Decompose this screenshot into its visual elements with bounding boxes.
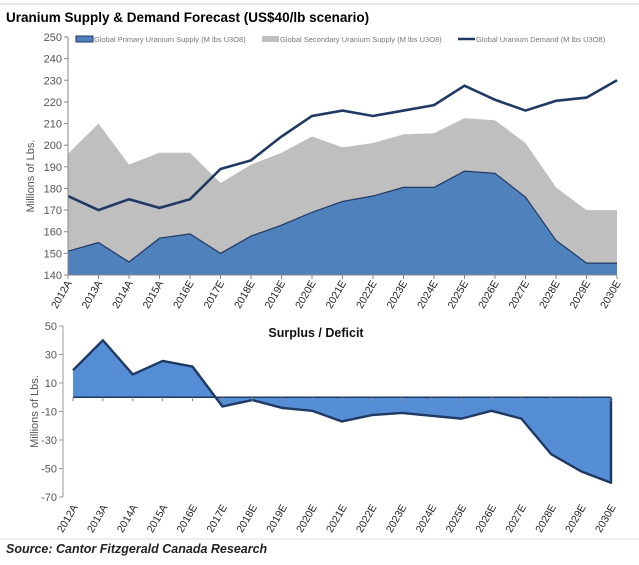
y-tick-label: 50 (45, 321, 57, 333)
y-axis-label: Millions of Lbs. (29, 375, 41, 448)
legend-label: Global Secondary Uranium Supply (M lbs U… (280, 35, 442, 44)
legend-label: Global Uranium Demand (M lbs U3O8) (476, 35, 606, 44)
x-tick-label: 2022E (354, 279, 380, 311)
x-tick-label: 2023E (384, 503, 410, 535)
legend-swatch (262, 36, 279, 42)
x-tick-label: 2020E (293, 279, 319, 311)
x-tick-label: 2016E (175, 503, 201, 535)
x-tick-label: 2013A (80, 279, 106, 311)
x-tick-label: 2018E (234, 503, 260, 535)
surplus-deficit-line (72, 339, 613, 484)
legend-swatch (75, 35, 94, 43)
x-tick-label: 2016E (171, 279, 197, 311)
x-tick-label: 2019E (263, 279, 289, 311)
y-tick-label: 190 (44, 162, 62, 174)
x-tick-label: 2014A (115, 503, 141, 535)
y-axis-label: Millions of Lbs. (25, 140, 37, 213)
y-tick-label: -10 (41, 407, 57, 419)
x-tick-label: 2015A (141, 279, 167, 311)
x-tick-label: 2024E (415, 279, 441, 311)
y-tick-label: 30 (45, 350, 57, 362)
primary-supply-outline (67, 170, 617, 264)
x-tick-label: 2024E (414, 503, 440, 535)
x-tick-label: 2021E (324, 503, 350, 535)
x-tick-label: 2025E (446, 279, 472, 311)
primary-supply-area (68, 171, 617, 275)
x-tick-label: 2021E (324, 279, 350, 311)
y-tick-label: 240 (44, 54, 62, 66)
x-tick-label: 2030E (598, 279, 624, 311)
y-tick-label: 160 (44, 227, 62, 239)
y-tick-label: 170 (44, 205, 62, 217)
x-tick-label: 2026E (476, 279, 502, 311)
chart-title: Uranium Supply & Demand Forecast (US$40/… (6, 10, 369, 25)
y-tick-label: 150 (44, 248, 62, 260)
x-tick-label: 2027E (507, 279, 533, 311)
x-tick-label: 2012A (49, 279, 75, 311)
y-tick-label: -70 (41, 492, 57, 504)
x-tick-label: 2014A (110, 279, 136, 311)
x-tick-label: 2018E (232, 279, 258, 311)
x-tick-label: 2026E (473, 503, 499, 535)
y-tick-label: 200 (44, 140, 62, 152)
y-tick-label: -30 (41, 435, 57, 447)
y-tick-label: -50 (41, 464, 57, 476)
x-tick-label: 2029E (563, 503, 589, 535)
x-tick-label: 2023E (385, 279, 411, 311)
y-tick-label: 220 (44, 97, 62, 109)
y-tick-label: 230 (44, 75, 62, 87)
x-tick-label: 2028E (537, 279, 563, 311)
x-tick-label: 2025E (444, 503, 470, 535)
y-tick-label: 10 (45, 378, 57, 390)
y-tick-label: 140 (44, 270, 62, 282)
x-tick-label: 2017E (202, 279, 228, 311)
source-note: Source: Cantor Fitzgerald Canada Researc… (6, 542, 268, 556)
x-tick-label: 2027E (503, 503, 529, 535)
x-tick-label: 2030E (593, 503, 619, 535)
y-tick-label: 210 (44, 119, 62, 131)
x-tick-label: 2022E (354, 503, 380, 535)
x-tick-label: 2015A (145, 503, 171, 535)
x-tick-label: 2012A (55, 503, 81, 535)
x-tick-label: 2029E (568, 279, 594, 311)
surplus-deficit-area (73, 340, 611, 483)
y-tick-label: 180 (44, 183, 62, 195)
x-tick-label: 2013A (85, 503, 111, 535)
x-tick-label: 2028E (533, 503, 559, 535)
legend-label: Global Primary Uranium Supply (M lbs U3O… (94, 35, 246, 44)
x-tick-label: 2019E (264, 503, 290, 535)
x-tick-label: 2017E (204, 503, 230, 535)
y-tick-label: 250 (44, 32, 62, 44)
chart-subtitle: Surplus / Deficit (268, 326, 364, 340)
secondary-supply-area (68, 118, 617, 264)
x-tick-label: 2020E (294, 503, 320, 535)
